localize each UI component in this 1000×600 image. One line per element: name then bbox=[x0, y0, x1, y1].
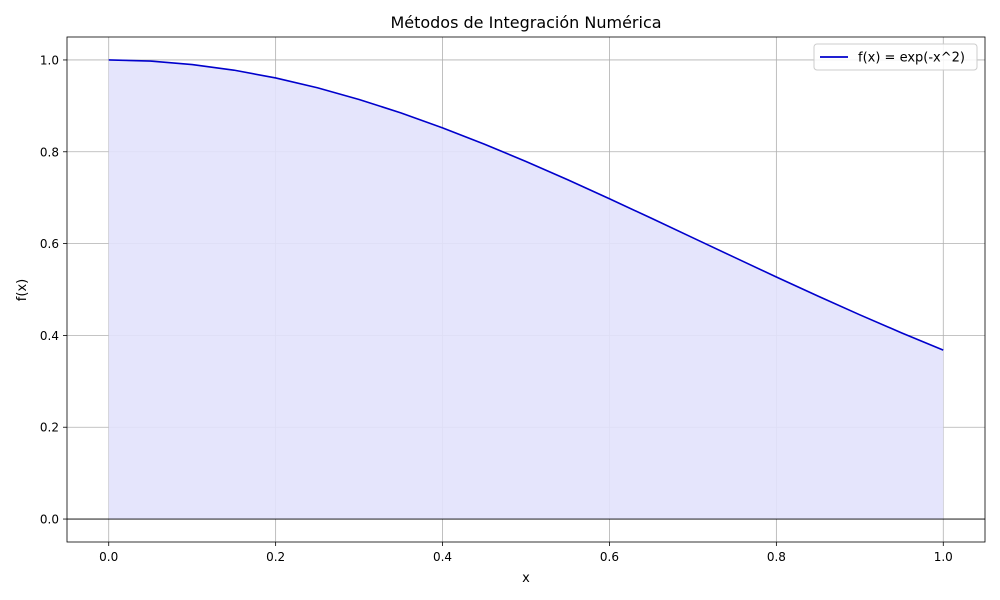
plot-frame bbox=[66, 36, 986, 543]
y-tick-label: 0.6 bbox=[40, 237, 59, 251]
series-line bbox=[108, 59, 944, 351]
axis-ticks: 0.0 0.2 0.4 0.6 0.8 1.0 0.0 0.2 0.4 0.6 0.8 1.0 bbox=[40, 53, 953, 564]
legend-label: f(x) = exp(-x^2) bbox=[858, 51, 965, 66]
x-tick-label: 1.0 bbox=[934, 550, 953, 564]
x-tick-label: 0.4 bbox=[433, 550, 452, 564]
x-tick-label: 0.6 bbox=[600, 550, 619, 564]
x-tick-label: 0.8 bbox=[767, 550, 786, 564]
area-under-curve bbox=[108, 59, 944, 520]
y-tick-label: 0.4 bbox=[40, 329, 59, 343]
y-tick-label: 1.0 bbox=[40, 53, 59, 67]
y-tick-label: 0.8 bbox=[40, 145, 59, 159]
legend: f(x) = exp(-x^2) bbox=[813, 43, 978, 71]
legend-box bbox=[813, 43, 978, 71]
x-tick-label: 0.2 bbox=[266, 550, 285, 564]
y-tick-label: 0.0 bbox=[40, 513, 59, 527]
x-axis-label: x bbox=[522, 571, 530, 586]
x-tick-label: 0.0 bbox=[99, 550, 118, 564]
y-tick-label: 0.2 bbox=[40, 421, 59, 435]
y-axis-label: f(x) bbox=[15, 279, 30, 301]
chart-title: Métodos de Integración Numérica bbox=[390, 13, 661, 32]
